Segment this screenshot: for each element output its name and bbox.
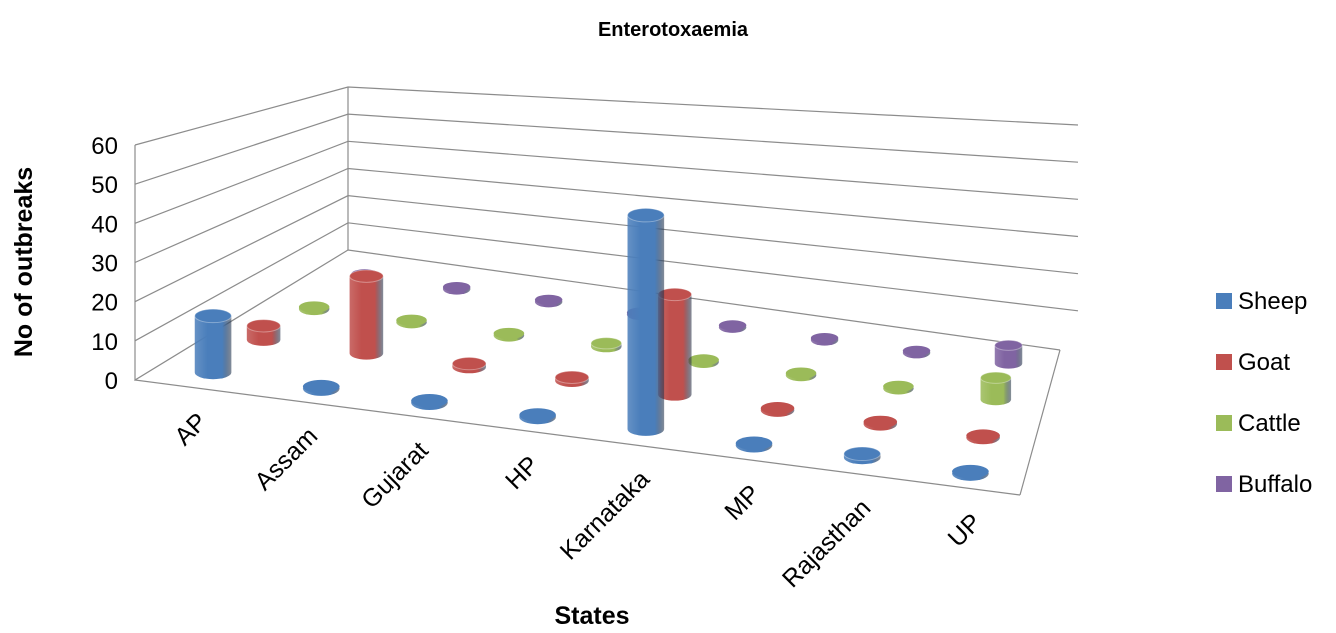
legend-item-goat: Goat: [1216, 349, 1290, 376]
bar-buffalo-up: [994, 339, 1023, 369]
legend-swatch: [1216, 476, 1232, 492]
x-category-label: MP: [719, 480, 765, 526]
bar-sheep-up: [952, 464, 989, 481]
y-axis-ticks: 0 10 20 30 40 50 60: [91, 133, 118, 395]
y-tick-label: 0: [105, 368, 118, 395]
y-tick-label: 40: [91, 211, 118, 238]
y-tick-label: 10: [91, 329, 118, 356]
bar-goat-karnataka: [657, 287, 693, 401]
legend-label: Goat: [1238, 349, 1290, 376]
bar-sheep-mp: [735, 436, 773, 453]
y-tick-label: 30: [91, 251, 118, 278]
bar-cattle-hp: [590, 337, 623, 353]
bar-buffalo-mp: [810, 332, 839, 346]
x-category-label: Rajasthan: [777, 494, 876, 593]
legend-swatch: [1216, 293, 1232, 309]
x-category-label: HP: [500, 451, 544, 495]
legend-label: Cattle: [1238, 410, 1301, 437]
x-category-label: Karnataka: [555, 465, 655, 565]
bar-buffalo-gujarat: [534, 294, 563, 308]
legend-item-sheep: Sheep: [1216, 288, 1307, 315]
legend: Sheep Goat Cattle Buffalo: [1216, 288, 1312, 498]
x-axis-categories: AP Assam Gujarat HP Karnataka MP Rajasthan UP: [169, 408, 987, 594]
bar-cattle-ap: [298, 301, 330, 316]
bar-goat-rajasthan: [863, 415, 898, 431]
bar-buffalo-karnataka: [718, 320, 747, 333]
x-category-label: AP: [169, 408, 212, 451]
bar-goat-hp: [554, 370, 590, 387]
y-tick-label: 20: [91, 290, 118, 317]
y-tick-label: 50: [91, 172, 118, 199]
y-tick-label: 60: [91, 133, 118, 160]
bar-goat-ap: [246, 319, 281, 346]
bar-buffalo-assam: [442, 281, 471, 295]
legend-swatch: [1216, 354, 1232, 370]
legend-swatch: [1216, 415, 1232, 431]
bar-sheep-rajasthan: [843, 446, 882, 465]
chart-walls: [134, 87, 1061, 496]
legend-label: Sheep: [1238, 288, 1307, 315]
bar-cattle-rajasthan: [883, 380, 914, 395]
bar-sheep-karnataka: [627, 207, 665, 436]
y-axis-title: No of outbreaks: [10, 167, 38, 357]
bar-cattle-gujarat: [493, 327, 525, 342]
gridlines: [134, 86, 1079, 342]
bar-cattle-up: [980, 371, 1012, 406]
bar-sheep-gujarat: [411, 394, 448, 411]
bar-cattle-assam: [396, 314, 427, 329]
legend-item-cattle: Cattle: [1216, 410, 1301, 437]
bar-sheep-assam: [302, 379, 340, 396]
legend-label: Buffalo: [1238, 471, 1312, 498]
x-category-label: Assam: [249, 422, 323, 496]
bar-buffalo-rajasthan: [902, 345, 931, 359]
bar-cattle-karnataka: [688, 354, 719, 369]
bar-cattle-mp: [785, 367, 817, 382]
chart-title: Enterotoxaemia: [598, 19, 749, 41]
legend-item-buffalo: Buffalo: [1216, 471, 1312, 498]
bar-goat-mp: [760, 402, 795, 417]
x-category-label: UP: [943, 508, 987, 552]
bar-sheep-hp: [519, 408, 556, 425]
bar-goat-up: [966, 429, 1000, 445]
bar-sheep-ap: [194, 308, 232, 380]
bars: [194, 207, 1023, 481]
x-category-label: Gujarat: [356, 436, 434, 514]
bar-goat-assam: [349, 269, 384, 360]
x-axis-title: States: [554, 602, 629, 628]
bar-goat-gujarat: [451, 356, 487, 374]
